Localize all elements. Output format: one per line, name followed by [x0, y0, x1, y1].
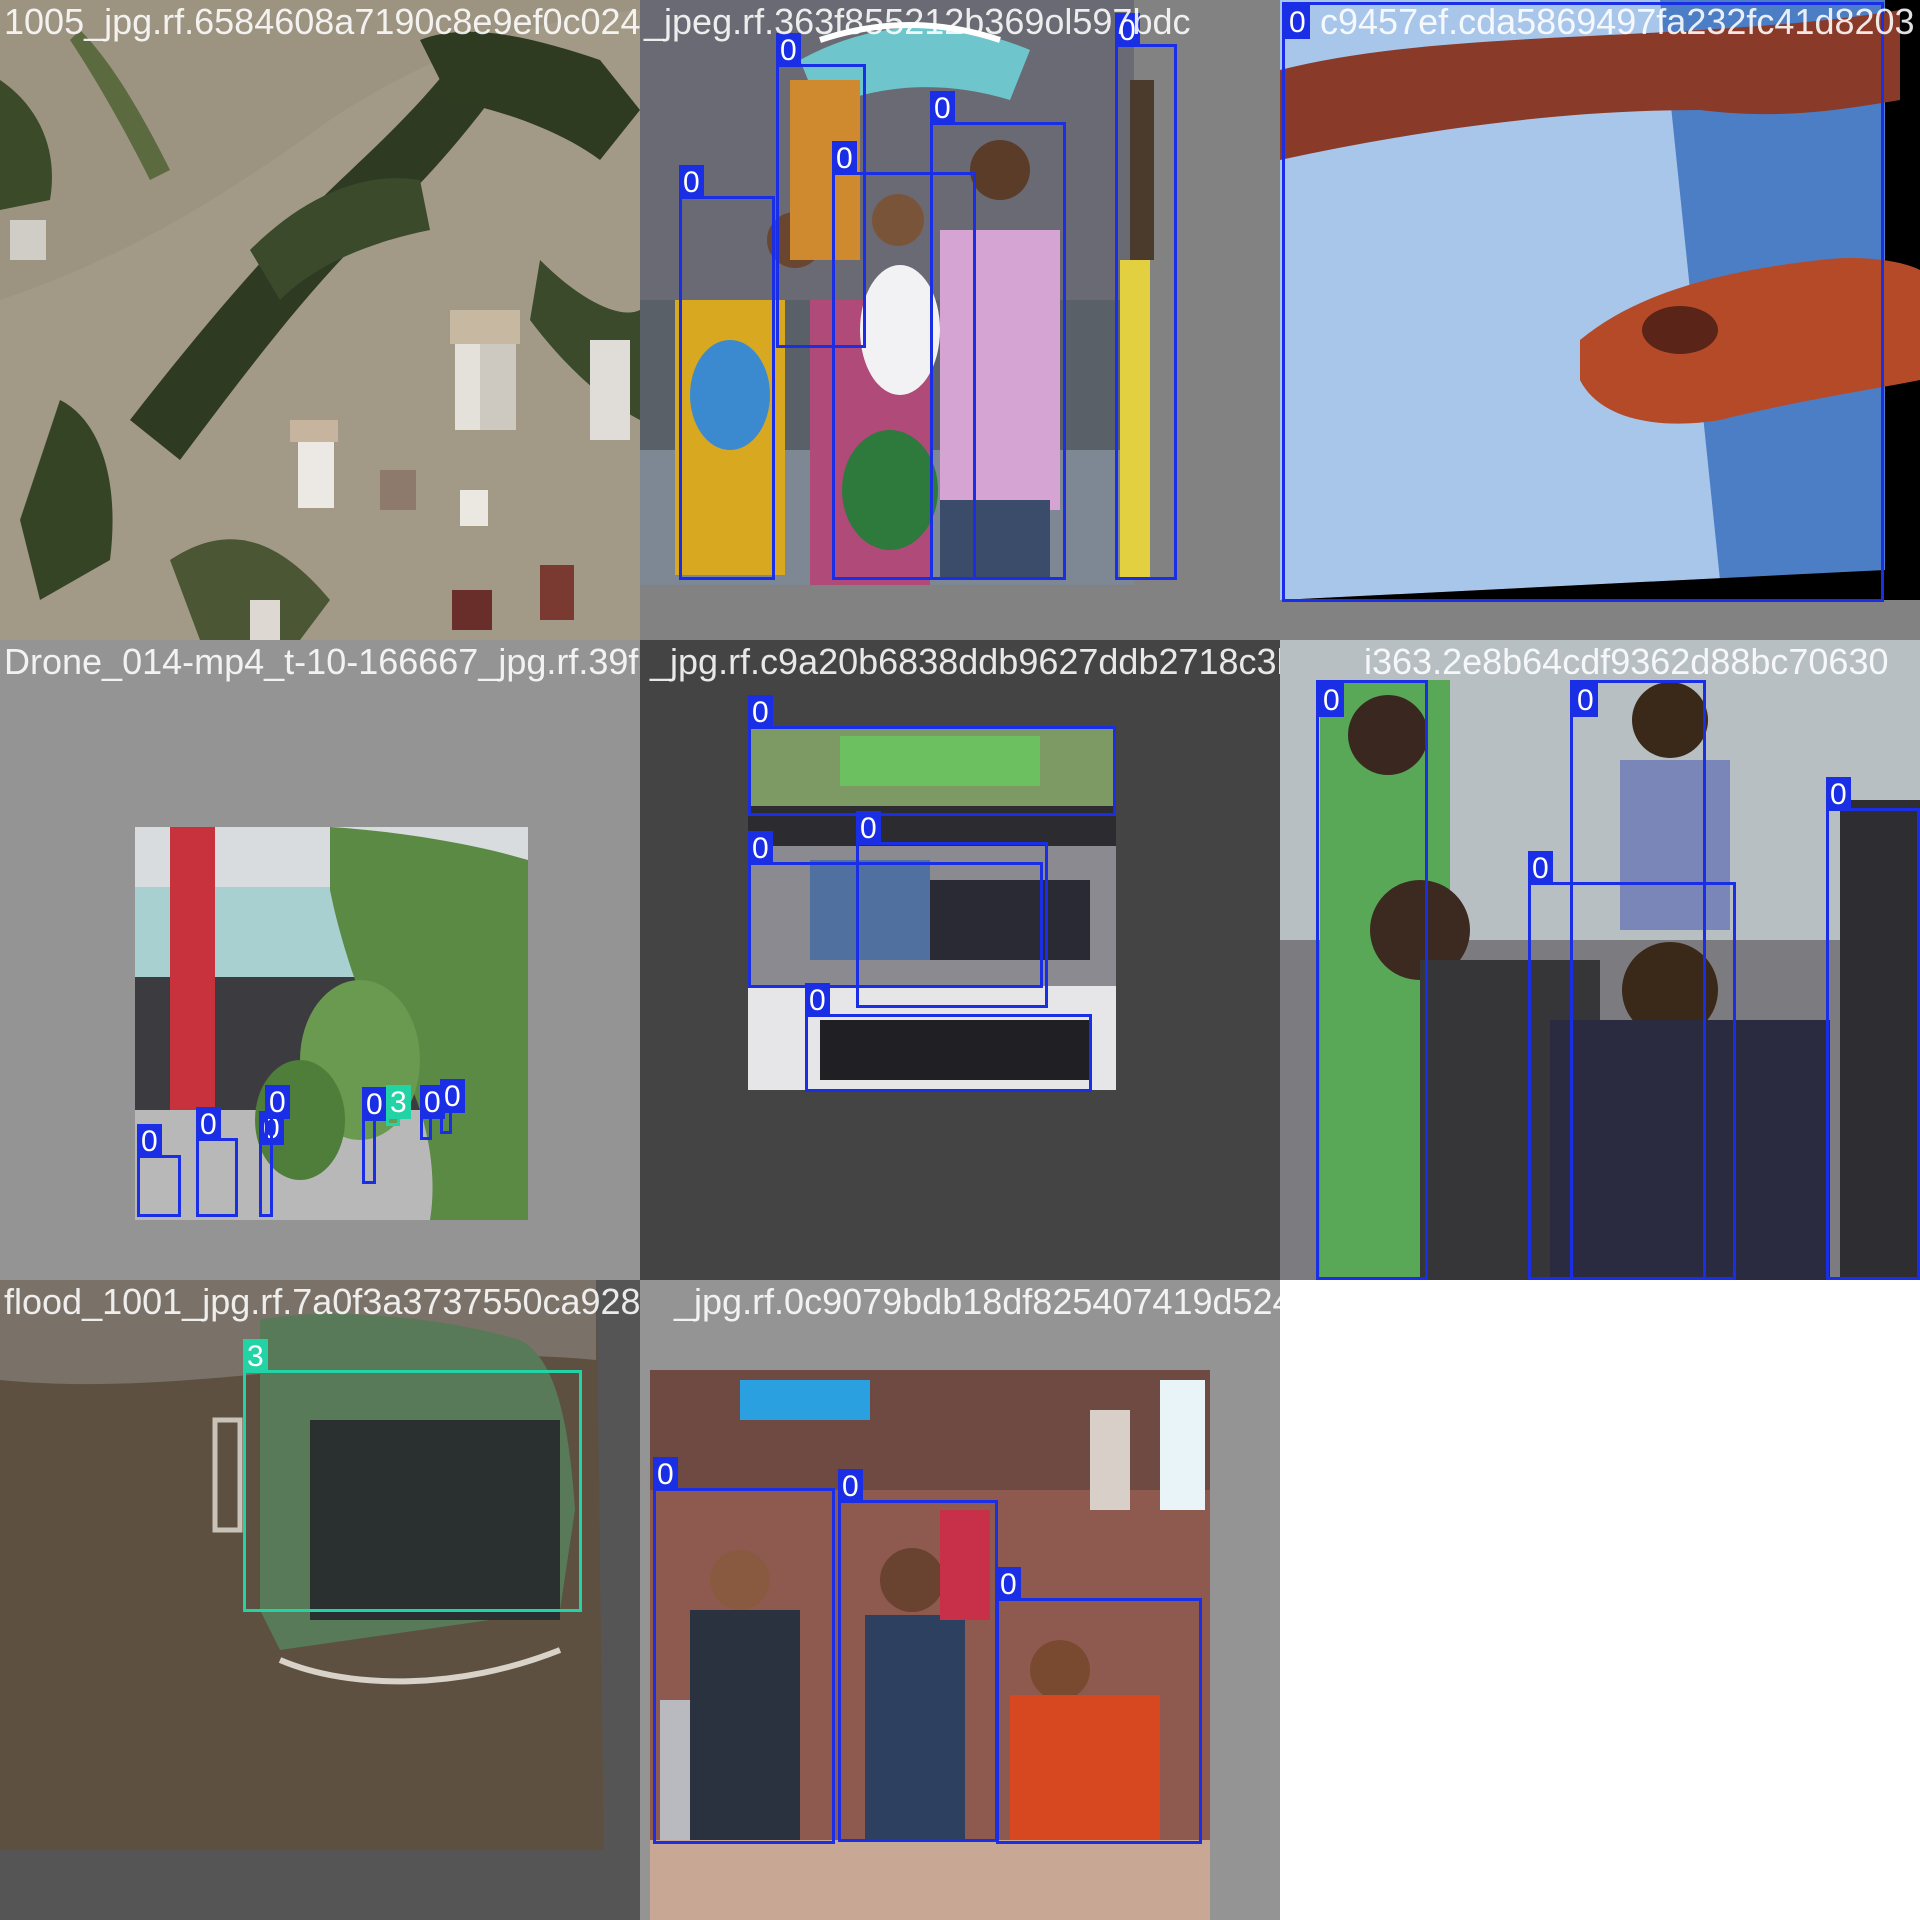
class-label: 0	[1573, 683, 1598, 717]
detection-box: 0	[265, 1085, 290, 1142]
class-label: 0	[1528, 851, 1553, 885]
detection-box: 0	[996, 1567, 1202, 1844]
class-label: 0	[856, 811, 881, 845]
class-label: 0	[748, 695, 773, 729]
class-label: 0	[362, 1087, 387, 1121]
detection-box: 0	[832, 141, 976, 580]
submerged-car-photo	[0, 1280, 640, 1920]
detection-box: 0	[196, 1107, 238, 1217]
tile-aerial-flood: 1005_jpg.rf.6584608a7190c8e9ef0c024a61e9	[0, 0, 640, 640]
class-label: 0	[930, 91, 955, 125]
detection-box: 0	[259, 1111, 284, 1217]
class-label: 0	[996, 1567, 1021, 1601]
rotated-crowd-photo	[640, 640, 1280, 1280]
tile-empty	[1280, 1280, 1920, 1920]
detection-box: 0	[420, 1085, 445, 1140]
tile-street-drone: 0 0 0 0 0 3 0 0 Drone_014-mp4_t-10-16666…	[0, 640, 640, 1280]
detection-box: 0	[440, 1079, 465, 1134]
class-label: 3	[386, 1085, 411, 1119]
detection-box: 0	[1528, 851, 1736, 1280]
class-label: 0	[1319, 683, 1344, 717]
detection-box: 3	[243, 1339, 582, 1612]
tile-people-umbrella: 0 0 0 0 0 _jpeg.rf.363f855212b369ol597bd…	[640, 0, 1280, 640]
tile-submerged-car: 3 flood_1001_jpg.rf.7a0f3a3737550ca92842…	[0, 1280, 640, 1920]
class-label: 0	[832, 141, 857, 175]
detection-box: 0	[1282, 2, 1884, 602]
aerial-flood-photo	[0, 0, 640, 640]
class-label: 0	[440, 1079, 465, 1113]
tile-hands-sky: 0 c9457ef.cda5869497fa232fc41d8203	[1280, 0, 1920, 640]
detection-box: 3	[386, 1085, 411, 1126]
detection-box: 0	[838, 1469, 998, 1842]
detection-box: 0	[776, 33, 866, 348]
class-label: 0	[1115, 13, 1140, 47]
class-label: 0	[1826, 777, 1851, 811]
detection-box: 0	[362, 1087, 387, 1184]
class-label: 0	[653, 1457, 678, 1491]
detection-box: 0	[930, 91, 1066, 580]
class-label: 0	[196, 1107, 221, 1141]
tile-people-wading: 0 0 0 _jpg.rf.0c9079bdb18df825407419d524…	[640, 1280, 1280, 1920]
detection-box: 0	[1316, 680, 1428, 1280]
detection-box: 0	[856, 811, 1048, 1008]
detection-box: 0	[653, 1457, 835, 1844]
class-label: 0	[748, 831, 773, 865]
class-label: 0	[838, 1469, 863, 1503]
detection-box: 0	[805, 983, 1092, 1092]
detection-box: 0	[748, 831, 1043, 988]
tile-rotated-crowd: 0 0 0 0 _jpg.rf.c9a20b6838ddb9627ddb2718…	[640, 640, 1280, 1280]
class-label: 0	[776, 33, 801, 67]
street-drone-photo	[0, 640, 640, 1280]
detection-box: 0	[1115, 13, 1177, 580]
class-label: 0	[805, 983, 830, 1017]
people-umbrella-photo	[640, 0, 1280, 640]
class-label: 0	[679, 165, 704, 199]
class-label: 0	[1285, 5, 1310, 39]
detection-box: 0	[748, 695, 1116, 816]
detection-box: 0	[1826, 777, 1920, 1280]
class-label: 0	[265, 1085, 290, 1119]
shoulder-rescue-photo	[1280, 640, 1920, 1280]
tile-shoulder-rescue: 0 0 0 0 i363.2e8b64cdf9362d88bc70630	[1280, 640, 1920, 1280]
class-label: 0	[137, 1124, 162, 1158]
detection-box: 0	[679, 165, 775, 580]
detection-box: 0	[137, 1124, 181, 1217]
hands-sky-photo	[1280, 0, 1920, 640]
class-label: 3	[243, 1339, 268, 1373]
